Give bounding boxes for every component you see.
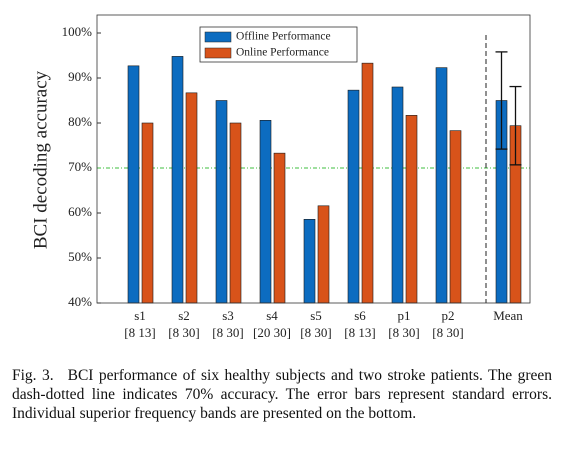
caption-label: Fig. 3.	[12, 367, 54, 384]
bar	[273, 152, 286, 304]
y-tick-label: 60%	[68, 204, 92, 219]
y-tick-label: 90%	[68, 69, 92, 84]
bar	[347, 89, 360, 304]
plot-frame	[96, 14, 531, 304]
x-tick-sublabel: [20 30]	[253, 325, 291, 340]
x-tick-label: p2	[442, 308, 455, 323]
x-tick-label: Mean	[493, 308, 523, 323]
y-tick-label: 40%	[68, 294, 92, 309]
bar	[391, 86, 404, 304]
bar	[317, 205, 330, 304]
x-tick-label: s6	[354, 308, 366, 323]
x-tick-label: s5	[310, 308, 322, 323]
bar	[435, 67, 448, 304]
bar	[361, 62, 374, 304]
error-bar	[495, 51, 508, 150]
error-bar	[509, 85, 522, 166]
bar	[405, 115, 418, 304]
legend-label: Offline Performance	[236, 31, 331, 43]
bar	[229, 122, 242, 304]
bar	[171, 56, 184, 304]
legend-label: Online Performance	[236, 47, 329, 59]
x-tick-label: s1	[134, 308, 146, 323]
x-tick-label: s3	[222, 308, 234, 323]
y-axis-label: BCI decoding accuracy	[30, 70, 51, 249]
bar	[303, 219, 316, 304]
y-tick-label: 80%	[68, 114, 92, 129]
y-tick-label: 100%	[62, 24, 93, 39]
bar	[449, 130, 462, 304]
x-tick-label: s2	[178, 308, 190, 323]
x-tick-sublabel: [8 30]	[432, 325, 463, 340]
bar	[127, 65, 140, 304]
x-tick-label: s4	[266, 308, 278, 323]
caption: Fig. 3. BCI performance of six healthy su…	[12, 366, 552, 423]
x-tick-sublabel: [8 30]	[300, 325, 331, 340]
x-tick-sublabel: [8 13]	[124, 325, 155, 340]
x-tick-sublabel: [8 13]	[344, 325, 375, 340]
x-tick-sublabel: [8 30]	[212, 325, 243, 340]
bar	[185, 92, 198, 304]
legend-swatch	[204, 31, 232, 43]
x-tick-label: p1	[398, 308, 411, 323]
y-tick-label: 50%	[68, 249, 92, 264]
bar	[259, 120, 272, 304]
bar	[141, 122, 154, 304]
x-tick-sublabel: [8 30]	[388, 325, 419, 340]
y-tick-label: 70%	[68, 159, 92, 174]
bar	[215, 100, 228, 304]
chart: BCI decoding accuracy 40% 50% 60% 70% 80% 90%…	[30, 14, 531, 340]
caption-text: BCI performance of six healthy subjects …	[12, 367, 552, 422]
x-tick-sublabel: [8 30]	[168, 325, 199, 340]
legend-swatch	[204, 47, 232, 59]
